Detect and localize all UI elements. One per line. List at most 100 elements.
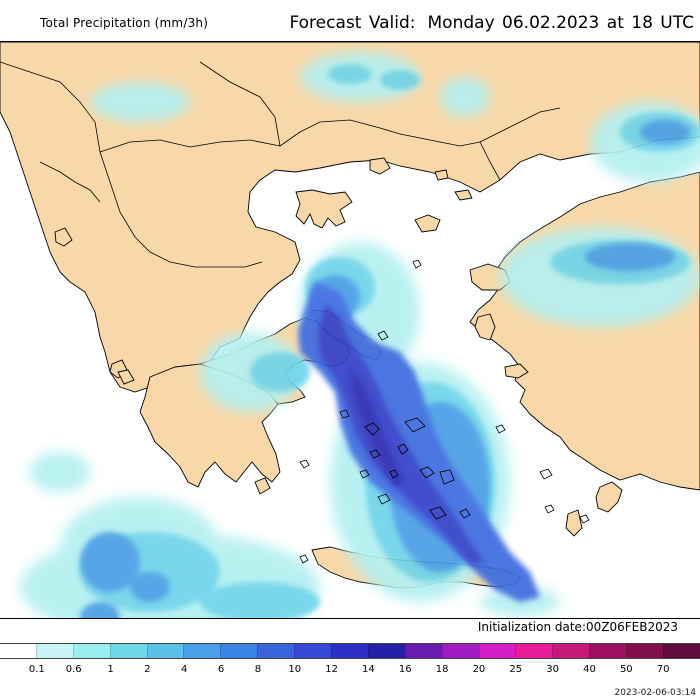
chart-title: Total Precipitation (mm/3h) [40,16,209,30]
precip-area [90,82,190,122]
land-zakynthos [117,369,135,385]
precip-area [328,64,372,84]
island-outline [539,468,553,480]
precip-area [440,77,490,117]
legend-tick-label: 0.1 [28,664,45,675]
precip-layer [20,52,700,618]
precip-area [30,452,90,492]
precip-area [80,532,140,592]
legend-tick-label: 14 [362,664,375,675]
forecast-valid-header: Forecast Valid: Monday 06.02.2023 at 18 U… [289,13,694,33]
land-lemnos [414,214,441,233]
legend-tick-label: 25 [509,664,523,675]
island-outline [299,554,309,564]
precip-area [640,120,690,144]
border-layer [0,61,561,268]
legend-tick-label: 50 [619,664,633,675]
forecast-valid-label: Forecast Valid: [289,13,416,33]
land-samos [504,363,529,379]
timestamp-stamp: 2023-02-06-03:14 [614,688,697,698]
island-outline [495,424,506,434]
land-samothrace [434,169,449,181]
border-line [279,119,481,147]
legend-swatch [146,644,184,658]
legend-swatch [220,644,258,658]
initialization-date: Initialization date:00Z06FEB2023 [477,620,678,634]
legend-swatch [552,644,590,658]
land-corfu [54,227,73,247]
legend-tick-label: 1 [107,664,114,675]
legend-swatch [663,644,700,658]
border-line [479,141,501,181]
map-canvas [0,42,700,618]
land-balkans [0,42,700,393]
island-outline [544,504,555,514]
precip-band-core [318,304,485,564]
land-rhodes [595,481,623,513]
border-line [39,161,101,203]
island-outline [377,330,389,341]
land-layer [0,42,700,589]
forecast-valid-value: Monday 06.02.2023 at 18 UTC [427,13,694,33]
legend-swatch [72,644,110,658]
precip-area [380,70,420,90]
land-chios [474,313,496,341]
precip-area [585,243,675,271]
island-outline [459,508,471,519]
legend-swatch [35,644,73,658]
island-outline [377,493,391,505]
island-outline [404,417,426,433]
legend-swatch [0,644,36,658]
legend-tick-label: 2 [144,664,151,675]
legend-swatch [183,644,221,658]
precip-area [200,582,320,618]
land-thasos [369,157,391,175]
legend-tick-label: 70 [656,664,670,675]
legend-swatch [367,644,405,658]
legend-swatch [331,644,368,658]
island-outline [579,514,590,524]
legend-color-bar [0,643,700,659]
island-outline [412,259,422,269]
border-line [479,107,561,143]
legend-swatch [478,644,516,658]
legend-swatch [109,644,147,658]
legend-swatch [404,644,442,658]
border-line [0,61,263,268]
island-outline [369,449,381,459]
legend-tick-label: 16 [398,664,412,675]
land-chalkidiki [295,189,353,229]
island-outline [339,409,350,419]
legend-tick-label: 4 [181,664,188,675]
island-outline [429,506,447,520]
border-line [99,139,281,153]
legend-tick-label: 18 [435,664,449,675]
legend-swatch [626,644,664,658]
island-outline [364,422,380,436]
land-imbros [454,189,473,201]
island-outline [419,466,435,479]
legend-tick-label: 20 [472,664,486,675]
legend-tick-label: 30 [546,664,559,675]
legend-tick-label: 6 [217,664,225,675]
precip-area [80,602,120,618]
land-karpathos [565,509,583,537]
islands-layer [299,259,590,564]
island-outline [389,469,399,479]
legend-tick-label: 40 [583,664,596,675]
legend-swatch [257,644,295,658]
legend-tick-label: 12 [325,664,338,675]
legend-swatch [515,644,553,658]
island-outline [397,443,409,455]
legend-tick-label: 0.6 [65,664,82,675]
precip-area [250,352,310,392]
legend-tick-labels: 0.1 0.6 1 2 4 6 8 10 12 14 16 18 20 25 30 40 50 70 [0,664,700,680]
legend-swatch [294,644,332,658]
legend-tick-label: 8 [254,664,262,675]
border-line [199,61,281,147]
land-kythira [254,477,271,495]
legend-tick-label: 10 [288,664,302,675]
precipitation-map [0,41,700,619]
island-outline [439,469,455,485]
island-outline [359,469,370,479]
